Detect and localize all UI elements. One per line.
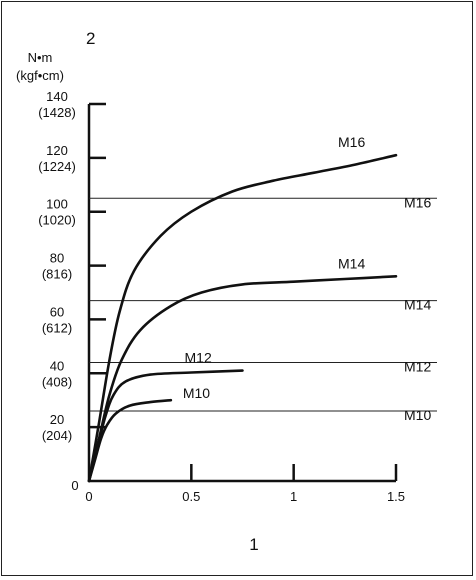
y-unit-alt-label: (kgf•cm) [16,68,64,83]
y-tick-label2-140: (1428) [38,105,76,120]
x-tick-label-1: 1 [290,489,297,504]
y-tick-label-140: 140 [46,89,68,104]
series-label-m14: M14 [338,255,365,271]
reference-label-m10: M10 [404,407,431,423]
reference-label-m14: M14 [404,297,431,313]
series-label-m10: M10 [183,385,210,401]
y-tick-label-100: 100 [46,197,68,212]
y-unit-label: N•m [28,50,53,65]
series-line-m14 [87,275,398,483]
y-tick-label2-100: (1020) [38,213,76,228]
y-tick-label2-40: (408) [42,374,72,389]
reference-label-m16: M16 [404,194,431,210]
y-tick-label2-120: (1224) [38,159,76,174]
series-label-m16: M16 [338,134,365,150]
y-tick-label-20: 20 [50,412,64,427]
y-tick-label-40: 40 [50,358,64,373]
y-tick-label-60: 60 [50,304,64,319]
x-tick-label-1-5: 1.5 [387,489,405,504]
y-tick-label-0: 0 [71,478,78,493]
x-axis-label: 1 [249,535,258,554]
y-tick-label2-20: (204) [42,428,72,443]
reference-label-m12: M12 [404,359,431,375]
series-line-m16 [87,153,398,483]
y-tick-label-80: 80 [50,251,64,266]
y-tick-label-120: 120 [46,143,68,158]
x-tick-label-0: 0 [85,489,92,504]
y-tick-label2-80: (816) [42,267,72,282]
x-tick-label-0-5: 0.5 [182,489,200,504]
y-tick-label2-60: (612) [42,320,72,335]
series-label-m12: M12 [185,350,212,366]
corner-label: 2 [86,29,95,48]
